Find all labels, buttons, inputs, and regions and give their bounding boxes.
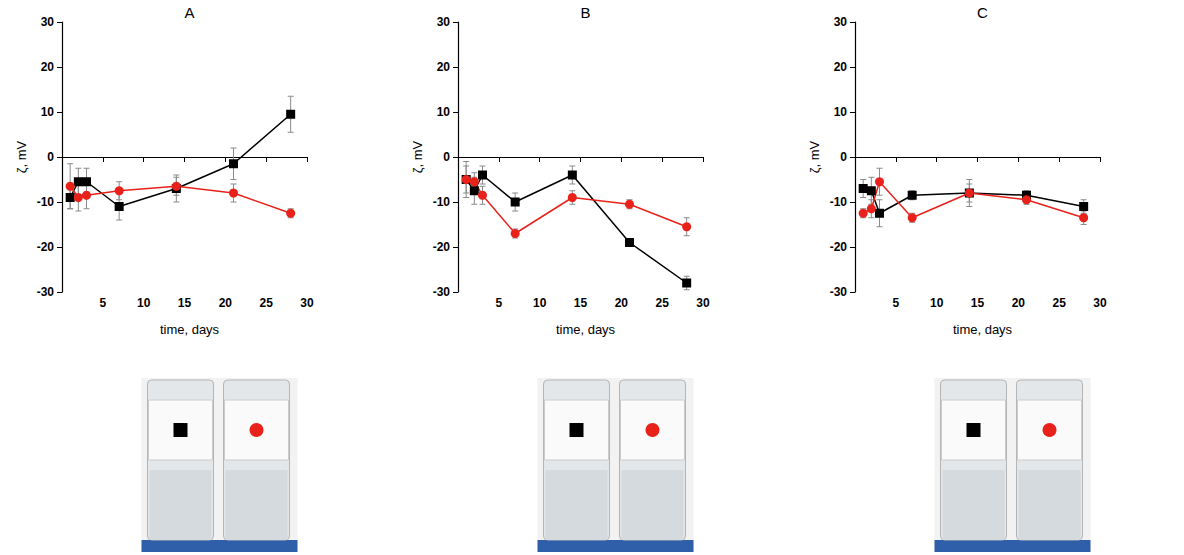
svg-text:A: A <box>184 4 194 21</box>
svg-text:10: 10 <box>930 296 944 310</box>
svg-text:20: 20 <box>41 60 55 74</box>
svg-text:20: 20 <box>219 296 233 310</box>
svg-text:-10: -10 <box>830 195 848 209</box>
svg-text:20: 20 <box>437 60 451 74</box>
svg-text:25: 25 <box>655 296 669 310</box>
svg-text:30: 30 <box>834 15 848 29</box>
svg-text:25: 25 <box>259 296 273 310</box>
svg-text:ζ, mV: ζ, mV <box>807 140 822 173</box>
svg-text:5: 5 <box>99 296 106 310</box>
svg-text:time, days: time, days <box>160 322 220 337</box>
svg-text:10: 10 <box>41 105 55 119</box>
svg-text:15: 15 <box>971 296 985 310</box>
svg-text:B: B <box>580 4 590 21</box>
svg-text:30: 30 <box>41 15 55 29</box>
svg-text:10: 10 <box>437 105 451 119</box>
svg-text:30: 30 <box>696 296 710 310</box>
svg-text:30: 30 <box>300 296 314 310</box>
svg-text:30: 30 <box>1093 296 1107 310</box>
svg-text:20: 20 <box>615 296 629 310</box>
svg-text:25: 25 <box>1052 296 1066 310</box>
svg-text:20: 20 <box>1012 296 1026 310</box>
svg-text:10: 10 <box>834 105 848 119</box>
svg-text:-30: -30 <box>830 285 848 299</box>
svg-text:-20: -20 <box>830 240 848 254</box>
svg-text:C: C <box>977 4 988 21</box>
svg-text:0: 0 <box>443 150 450 164</box>
svg-text:15: 15 <box>178 296 192 310</box>
svg-text:-30: -30 <box>37 285 55 299</box>
svg-text:15: 15 <box>574 296 588 310</box>
svg-text:0: 0 <box>840 150 847 164</box>
svg-text:5: 5 <box>495 296 502 310</box>
svg-text:30: 30 <box>437 15 451 29</box>
svg-text:ζ, mV: ζ, mV <box>14 140 29 173</box>
svg-text:20: 20 <box>834 60 848 74</box>
svg-text:time, days: time, days <box>556 322 616 337</box>
svg-text:10: 10 <box>137 296 151 310</box>
svg-text:5: 5 <box>892 296 899 310</box>
svg-text:0: 0 <box>47 150 54 164</box>
svg-text:-10: -10 <box>433 195 451 209</box>
svg-text:10: 10 <box>533 296 547 310</box>
svg-text:ζ, mV: ζ, mV <box>410 140 425 173</box>
svg-text:-10: -10 <box>37 195 55 209</box>
svg-text:-20: -20 <box>433 240 451 254</box>
svg-text:time, days: time, days <box>953 322 1013 337</box>
svg-text:-30: -30 <box>433 285 451 299</box>
svg-text:-20: -20 <box>37 240 55 254</box>
